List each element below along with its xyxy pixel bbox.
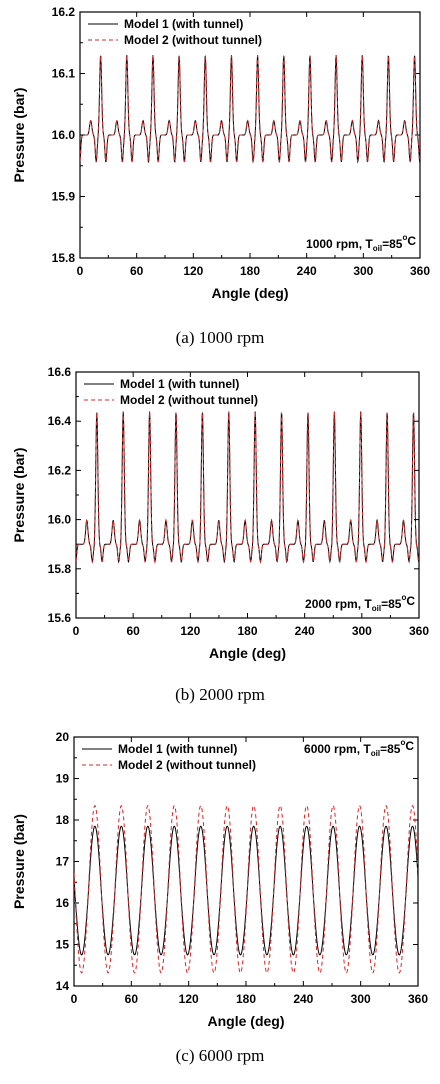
x-tick-label: 240 [293, 992, 313, 1006]
x-tick-label: 360 [408, 992, 428, 1006]
x-axis-title: Angle (deg) [212, 285, 289, 301]
legend-label-2: Model 2 (without tunnel) [118, 758, 256, 772]
legend-label-2: Model 2 (without tunnel) [124, 33, 262, 47]
legend-label-1: Model 1 (with tunnel) [120, 377, 239, 391]
annotation-sup: o [402, 233, 407, 242]
annotation-sub: oil [371, 749, 380, 758]
series-line-2 [76, 411, 419, 564]
x-tick-label: 240 [295, 624, 315, 638]
chart-svg-b: 0 60 120 180 240 300 360 15.6 15.8 16.0 16.2 16.4 16… [11, 365, 429, 704]
y-tick-label: 15.8 [52, 251, 76, 265]
y-tick-label: 16.2 [48, 463, 72, 477]
y-tick-label: 15.6 [48, 611, 72, 625]
x-tick-label: 180 [236, 992, 256, 1006]
chart-panel-b: 0 60 120 180 240 300 360 15.6 15.8 16.0 16.2 16.4 16… [0, 360, 440, 723]
annotation-sup: o [400, 738, 405, 747]
x-tick-label: 360 [409, 624, 429, 638]
annotation-mid: =85 [380, 742, 401, 756]
y-tick-label: 20 [56, 730, 70, 744]
chart-svg-c: 0 60 120 180 240 300 360 14 15 16 17 18 19 20 Angle (d… [11, 730, 428, 1065]
annotation-sup: o [401, 593, 406, 602]
annotation-prefix: 6000 rpm, T [304, 742, 371, 756]
y-tick-label: 16.1 [52, 67, 76, 81]
condition-annotation: 1000 rpm, Toil=85oC [306, 233, 416, 253]
series-line-2 [74, 805, 418, 974]
x-tick-label: 120 [179, 992, 199, 1006]
y-tick-label: 16.4 [48, 414, 72, 428]
annotation-sub: oil [372, 604, 381, 613]
legend-label-1: Model 1 (with tunnel) [124, 17, 243, 31]
annotation-mid: =85 [382, 237, 403, 251]
x-tick-label: 120 [180, 624, 200, 638]
x-tick-label: 360 [410, 264, 430, 278]
y-tick-label: 16.6 [48, 365, 72, 379]
x-tick-label: 180 [237, 624, 257, 638]
annotation-suffix: C [406, 594, 415, 608]
figure-caption: (a) 1000 rpm [176, 328, 265, 347]
annotation-sub: oil [373, 244, 382, 253]
series-line-1 [74, 825, 418, 956]
y-tick-label: 16.2 [52, 5, 76, 19]
x-tick-label: 300 [352, 624, 372, 638]
y-tick-label: 14 [56, 979, 70, 993]
y-tick-label: 17 [56, 855, 70, 869]
chart-panel-a: 0 60 120 180 240 300 360 15.8 15.9 16.0 16.1 16.2 An… [0, 0, 440, 360]
annotation-suffix: C [405, 739, 414, 753]
y-tick-label: 15.8 [48, 562, 72, 576]
legend-label-1: Model 1 (with tunnel) [118, 742, 237, 756]
annotation-suffix: C [407, 234, 416, 248]
annotation-prefix: 1000 rpm, T [306, 237, 373, 251]
x-tick-label: 0 [71, 992, 78, 1006]
x-tick-label: 0 [77, 264, 84, 278]
y-tick-label: 15 [56, 938, 70, 952]
y-tick-label: 16.0 [52, 128, 76, 142]
y-axis-title: Pressure (bar) [11, 448, 27, 543]
y-tick-label: 16 [56, 896, 70, 910]
x-tick-label: 60 [130, 264, 144, 278]
y-tick-label: 15.9 [52, 190, 76, 204]
figure-caption: (c) 6000 rpm [176, 1046, 265, 1065]
x-tick-label: 180 [240, 264, 260, 278]
x-axis-title: Angle (deg) [209, 645, 286, 661]
x-tick-label: 300 [351, 992, 371, 1006]
series-line-2 [80, 55, 420, 164]
chart-svg-a: 0 60 120 180 240 300 360 15.8 15.9 16.0 16.1 16.2 An… [11, 5, 430, 347]
y-tick-label: 19 [56, 772, 70, 786]
x-tick-label: 0 [73, 624, 80, 638]
y-axis-title: Pressure (bar) [11, 814, 27, 909]
x-tick-label: 300 [353, 264, 373, 278]
plot-frame [75, 371, 420, 619]
condition-annotation: 6000 rpm, Toil=85oC [304, 738, 414, 758]
figure-caption: (b) 2000 rpm [175, 685, 265, 704]
y-tick-label: 16.0 [48, 513, 72, 527]
y-axis-title: Pressure (bar) [11, 88, 27, 183]
y-tick-label: 18 [56, 813, 70, 827]
annotation-prefix: 2000 rpm, T [305, 597, 372, 611]
x-axis-title: Angle (deg) [208, 1013, 285, 1029]
condition-annotation: 2000 rpm, Toil=85oC [305, 593, 415, 613]
x-tick-label: 60 [125, 992, 139, 1006]
x-tick-label: 60 [126, 624, 140, 638]
chart-panel-c: 0 60 120 180 240 300 360 14 15 16 17 18 19 20 Angle (d… [0, 723, 440, 1084]
annotation-mid: =85 [381, 597, 402, 611]
x-tick-label: 120 [183, 264, 203, 278]
x-tick-label: 240 [297, 264, 317, 278]
legend-label-2: Model 2 (without tunnel) [120, 393, 258, 407]
